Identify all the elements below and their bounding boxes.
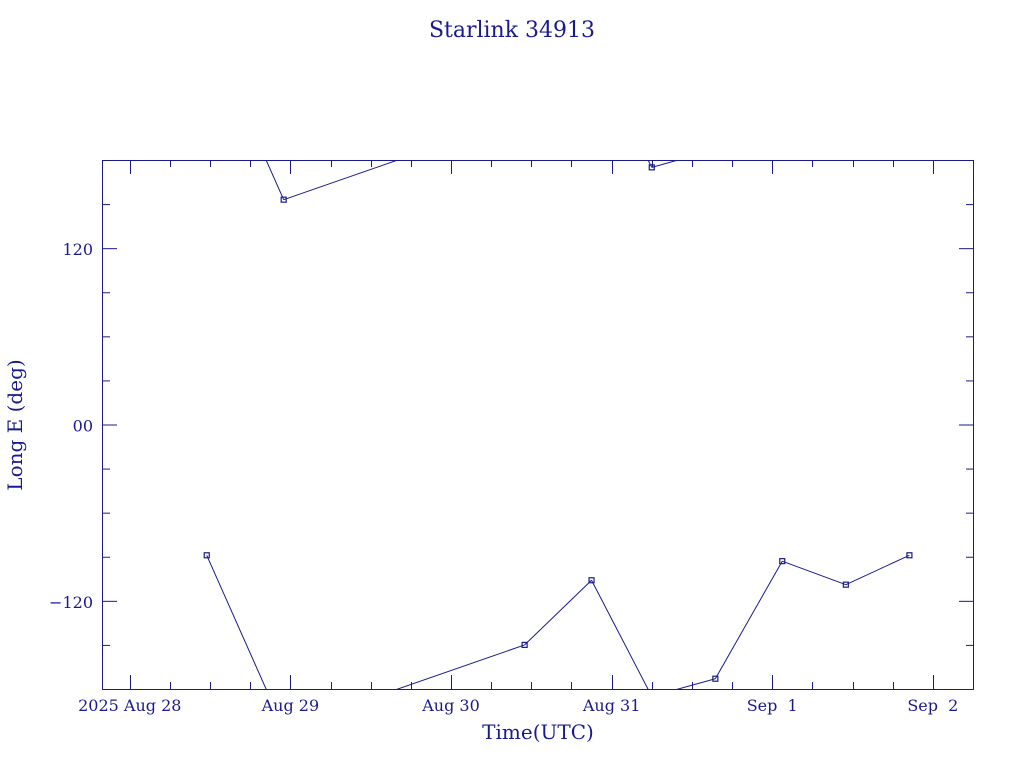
- series-segment: [283, 161, 397, 201]
- axis-ticks: [103, 160, 973, 689]
- series-segment: [714, 560, 783, 679]
- data-point: [712, 675, 719, 682]
- series-segment: [591, 580, 649, 689]
- data-point: [842, 581, 849, 588]
- y-tick-label: 00: [73, 417, 93, 436]
- series-segment: [265, 161, 285, 200]
- y-tick-label: −120: [49, 593, 93, 612]
- chart-title: Starlink 34913: [429, 18, 595, 43]
- markers-layer: [203, 164, 913, 682]
- data-point: [906, 552, 913, 559]
- tick-labels: 120 00 −120 2025 Aug 28 Aug 29 Aug 30 Aug 31 Se…: [49, 240, 958, 715]
- series-segment: [845, 554, 910, 586]
- x-tick-label: Sep 2: [907, 696, 958, 715]
- series-segment: [676, 678, 716, 689]
- x-tick-label: Sep 1: [747, 696, 798, 715]
- series-segment: [651, 161, 677, 168]
- data-point: [203, 552, 210, 559]
- series-segment: [396, 644, 525, 689]
- data-point: [779, 558, 786, 565]
- y-axis-label: Long E (deg): [3, 359, 27, 490]
- x-tick-label: Aug 30: [421, 696, 480, 715]
- data-point: [521, 641, 528, 649]
- plot-frame: [102, 160, 974, 690]
- x-axis-label: Time(UTC): [482, 720, 594, 744]
- series-layer: [206, 161, 910, 689]
- data-point: [280, 196, 287, 203]
- x-tick-label: Aug 29: [261, 696, 320, 715]
- x-tick-label: Aug 31: [582, 696, 641, 715]
- data-point: [648, 164, 655, 171]
- series-segment: [782, 560, 847, 586]
- series-segment: [206, 555, 267, 689]
- data-point: [588, 577, 595, 584]
- series-segment: [647, 161, 653, 168]
- y-tick-label: 120: [62, 240, 93, 259]
- x-tick-label: 2025 Aug 28: [78, 696, 181, 715]
- series-segment: [524, 579, 592, 646]
